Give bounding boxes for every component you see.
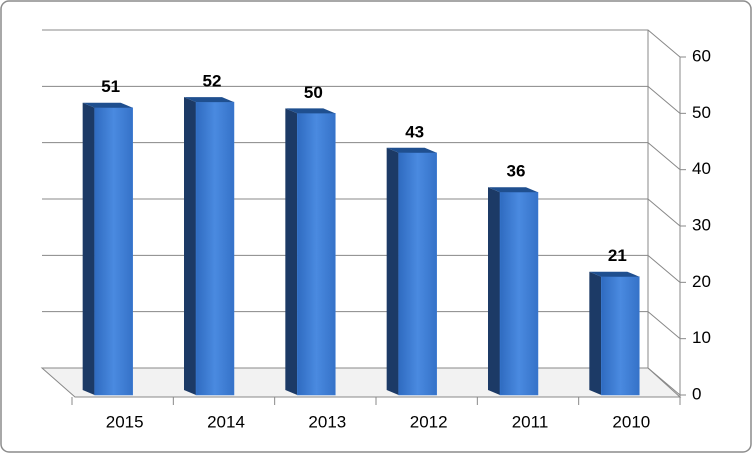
bar-side — [488, 187, 500, 395]
y-tick-label: 10 — [692, 328, 711, 347]
data-label: 43 — [405, 122, 424, 141]
data-label: 51 — [101, 77, 120, 96]
bar — [398, 152, 437, 396]
y-tick-label: 20 — [692, 272, 711, 291]
bar-side — [386, 147, 399, 395]
bar-top — [488, 187, 538, 193]
bar — [297, 113, 336, 396]
grid-line — [42, 29, 681, 58]
y-tick-label: 0 — [692, 384, 701, 403]
bar — [499, 191, 539, 396]
x-tick-label: 2010 — [612, 412, 650, 431]
bar-top — [184, 97, 234, 103]
data-label: 36 — [507, 162, 526, 181]
x-tick-label: 2011 — [512, 412, 549, 431]
bar — [94, 107, 133, 396]
bar-top — [285, 108, 336, 114]
y-tick-label: 60 — [692, 46, 711, 65]
grid-line — [42, 85, 681, 114]
bar-side — [82, 102, 95, 395]
bar-side — [589, 271, 602, 395]
bar — [195, 101, 235, 396]
bar-top — [386, 147, 437, 153]
floor — [40, 367, 682, 398]
y-tick-label: 30 — [692, 215, 711, 234]
x-tick-label: 2014 — [207, 412, 245, 431]
data-label: 52 — [203, 72, 222, 91]
bar — [601, 276, 640, 396]
y-tick-label: 40 — [692, 159, 711, 178]
x-tick-label: 2013 — [308, 412, 346, 431]
bar-side — [184, 97, 196, 396]
x-tick-label: 2015 — [106, 412, 144, 431]
grid-line — [42, 198, 681, 227]
grid-line — [42, 254, 681, 283]
grid-line — [42, 142, 681, 171]
bar-top — [589, 271, 640, 277]
data-label: 21 — [608, 246, 627, 265]
x-tick-label: 2012 — [410, 412, 448, 431]
bar-side — [285, 108, 298, 395]
data-label: 50 — [304, 83, 323, 102]
grid-line — [42, 367, 681, 396]
bar-top — [82, 102, 133, 108]
grid-line — [42, 311, 681, 340]
y-tick-label: 50 — [692, 103, 711, 122]
